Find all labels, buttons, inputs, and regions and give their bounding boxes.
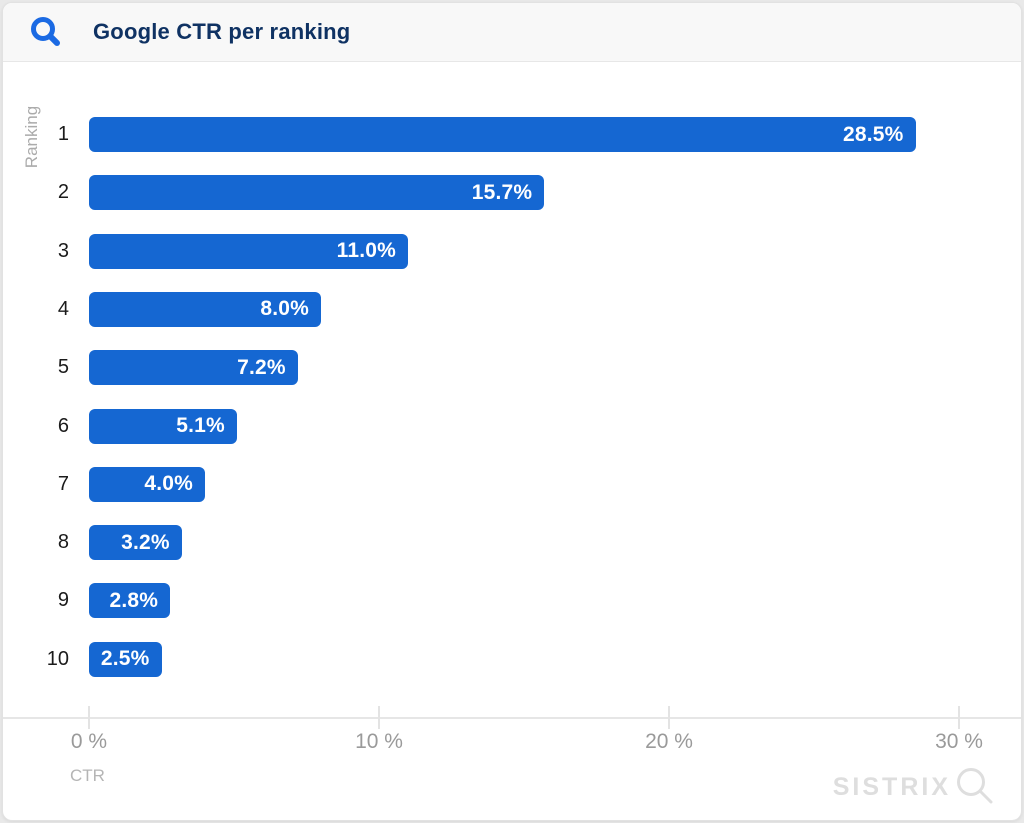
- category-label-rank-6: 6: [57, 414, 69, 437]
- bar-value-label: 15.7%: [471, 180, 533, 204]
- widget-title: Google CTR per ranking: [93, 19, 351, 44]
- x-axis-tick-label: 0 %: [70, 730, 108, 753]
- x-axis-tick: [378, 706, 380, 729]
- bar-value-label: 8.0%: [260, 297, 309, 321]
- category-label-rank-7: 7: [57, 472, 69, 495]
- bar-rank-9[interactable]: 2.8%: [89, 583, 171, 619]
- category-label-rank-4: 4: [57, 297, 69, 320]
- sistrix-watermark: SISTRIX: [833, 765, 997, 809]
- category-label-rank-5: 5: [57, 356, 69, 379]
- bar-rank-6[interactable]: 5.1%: [89, 408, 237, 444]
- x-axis-title: CTR: [70, 766, 105, 785]
- bar-value-label: 5.1%: [176, 414, 225, 437]
- magnifier-logo-icon: [29, 15, 63, 49]
- x-axis-tick: [668, 706, 670, 729]
- bar-rank-10[interactable]: 2.5%: [89, 641, 162, 677]
- bar-rank-5[interactable]: 7.2%: [89, 350, 298, 386]
- category-label-rank-9: 9: [57, 589, 69, 612]
- category-label-rank-2: 2: [57, 181, 69, 204]
- bar-chart: Ranking CTR SISTRIX 1 28.5% 2 15.7% 3 11.0% 4 8…: [3, 62, 1021, 820]
- widget-header: Google CTR per ranking: [3, 3, 1021, 62]
- bar-value-label: 28.5%: [842, 122, 904, 146]
- category-label-rank-10: 10: [46, 647, 69, 670]
- x-axis-tick-label: 10 %: [355, 730, 403, 753]
- bar-rank-2[interactable]: 15.7%: [89, 175, 545, 211]
- category-label-rank-3: 3: [57, 239, 69, 262]
- category-label-rank-8: 8: [57, 531, 69, 554]
- category-label-rank-1: 1: [57, 123, 69, 145]
- watermark-magnifier-icon: [953, 765, 997, 809]
- x-axis-tick-label: 30 %: [935, 730, 983, 753]
- bar-rank-1[interactable]: 28.5%: [89, 117, 916, 152]
- bar-rank-3[interactable]: 11.0%: [89, 233, 408, 269]
- bar-value-label: 4.0%: [144, 472, 193, 496]
- bar-value-label: 2.5%: [100, 647, 150, 671]
- x-axis-tick-label: 20 %: [645, 730, 693, 753]
- x-axis-tick: [88, 706, 90, 729]
- bar-rank-4[interactable]: 8.0%: [89, 291, 321, 327]
- bar-value-label: 3.2%: [121, 530, 170, 554]
- bar-value-label: 11.0%: [336, 239, 396, 263]
- bar-value-label: 2.8%: [109, 588, 159, 612]
- bar-rank-7[interactable]: 4.0%: [89, 466, 205, 502]
- bar-rank-8[interactable]: 3.2%: [89, 525, 182, 561]
- watermark-text: SISTRIX: [832, 772, 951, 801]
- x-axis-line: [3, 717, 1021, 719]
- x-axis-tick: [958, 706, 960, 729]
- bar-value-label: 7.2%: [237, 355, 286, 379]
